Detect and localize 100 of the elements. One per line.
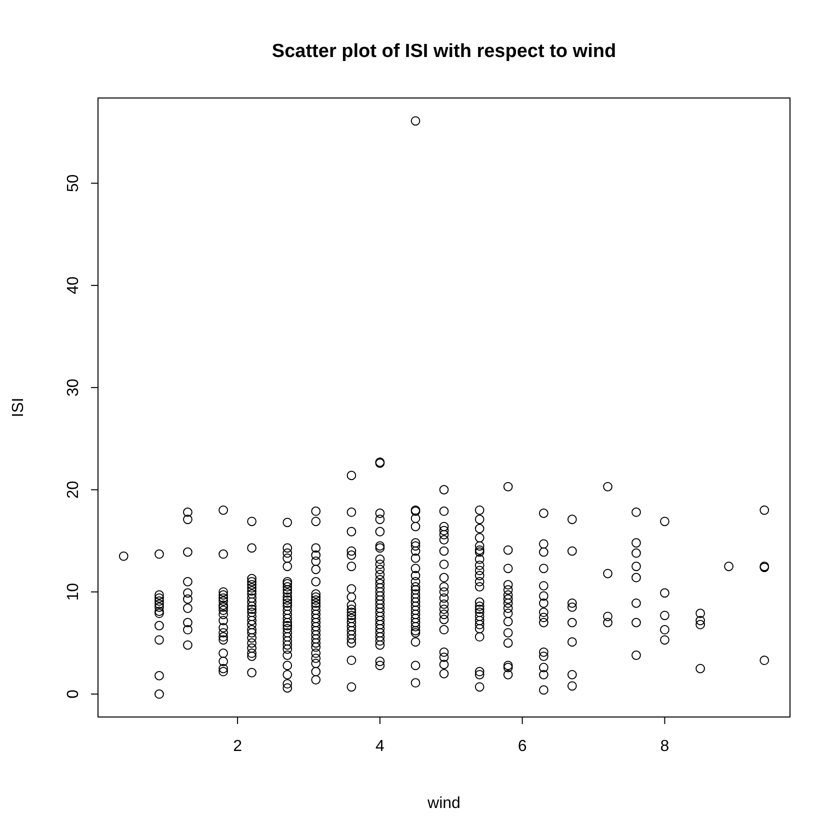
point xyxy=(439,546,449,556)
point xyxy=(660,635,670,645)
point xyxy=(346,562,356,572)
point xyxy=(603,482,612,492)
point xyxy=(247,625,256,634)
point xyxy=(410,570,420,580)
point xyxy=(247,589,256,599)
point xyxy=(282,650,292,660)
point xyxy=(474,620,484,630)
point xyxy=(474,524,484,534)
point xyxy=(474,612,484,622)
point xyxy=(660,610,670,620)
point xyxy=(247,516,256,526)
point xyxy=(632,598,641,608)
point xyxy=(410,618,420,628)
point xyxy=(567,637,577,647)
point xyxy=(218,610,228,620)
point xyxy=(346,626,356,636)
point xyxy=(218,606,228,615)
point xyxy=(375,640,385,650)
point xyxy=(503,482,513,492)
point xyxy=(474,632,484,642)
point xyxy=(503,604,513,613)
point xyxy=(439,530,449,540)
point xyxy=(410,626,420,636)
point xyxy=(439,572,449,582)
point xyxy=(567,670,577,680)
point xyxy=(474,576,484,586)
point xyxy=(567,618,577,628)
point xyxy=(311,506,321,516)
point xyxy=(311,516,321,526)
point xyxy=(503,590,513,600)
point xyxy=(218,593,228,603)
y-tick-label: 40 xyxy=(65,276,82,294)
point xyxy=(311,634,321,644)
point xyxy=(724,562,734,572)
point xyxy=(567,602,577,612)
chart-title: Scatter plot of ISI with respect to wind xyxy=(272,41,616,62)
point xyxy=(183,588,192,598)
y-tick-label: 30 xyxy=(65,378,82,396)
point xyxy=(632,508,641,517)
point xyxy=(311,614,321,624)
point xyxy=(660,625,670,634)
point xyxy=(603,618,612,628)
point xyxy=(538,591,548,601)
point xyxy=(346,618,356,628)
point xyxy=(183,508,192,517)
point xyxy=(375,583,385,593)
point xyxy=(632,538,641,548)
point xyxy=(247,574,256,584)
point xyxy=(311,576,321,586)
point xyxy=(410,678,420,688)
point xyxy=(282,620,292,630)
point xyxy=(439,668,449,678)
point xyxy=(474,560,484,570)
point xyxy=(410,610,420,620)
point xyxy=(346,622,356,632)
point xyxy=(282,579,292,588)
point xyxy=(311,675,321,684)
point xyxy=(282,610,292,620)
point xyxy=(375,554,385,564)
point xyxy=(375,599,385,609)
point xyxy=(538,547,548,557)
point xyxy=(311,610,321,620)
point xyxy=(375,564,385,574)
point xyxy=(660,516,670,526)
point xyxy=(311,618,321,628)
point xyxy=(282,628,292,638)
point xyxy=(247,543,256,553)
point xyxy=(410,582,420,592)
point xyxy=(439,599,449,609)
point xyxy=(311,626,321,636)
point xyxy=(282,562,292,572)
point xyxy=(474,505,484,515)
point xyxy=(538,685,548,695)
point xyxy=(247,612,256,622)
point xyxy=(439,485,449,494)
point xyxy=(760,656,770,666)
point xyxy=(282,582,292,592)
point xyxy=(247,668,256,678)
point xyxy=(346,592,356,602)
point xyxy=(439,660,449,670)
point xyxy=(538,662,548,672)
point xyxy=(218,549,228,559)
point xyxy=(632,650,641,660)
point xyxy=(311,589,321,599)
point xyxy=(282,548,292,558)
point xyxy=(154,590,164,600)
point xyxy=(439,604,449,614)
x-tick-label: 4 xyxy=(375,738,384,755)
point xyxy=(282,588,292,598)
point xyxy=(474,514,484,524)
point xyxy=(375,574,385,584)
point xyxy=(474,541,484,551)
point xyxy=(439,593,449,603)
point xyxy=(183,547,192,557)
point xyxy=(218,666,228,676)
point xyxy=(410,614,420,624)
point xyxy=(503,616,513,626)
point xyxy=(311,666,321,676)
